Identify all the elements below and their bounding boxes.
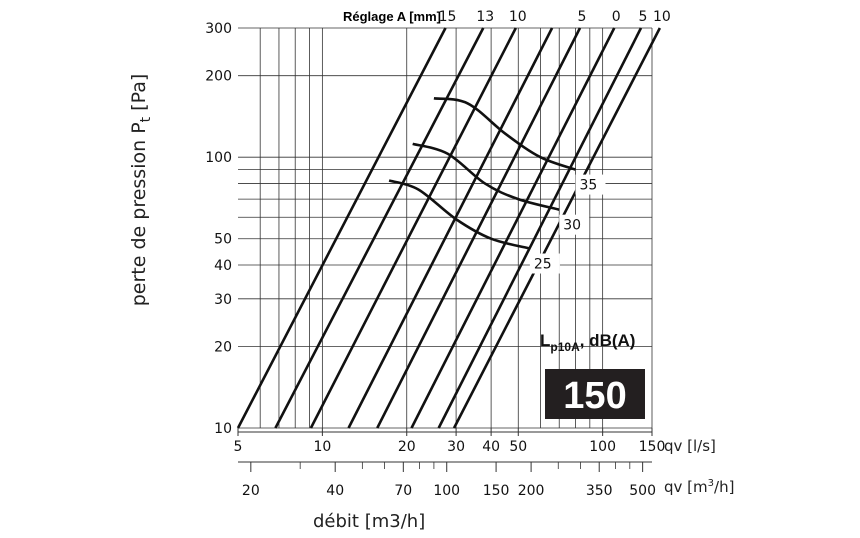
x-axis-1-tick-label: 40 [482,439,500,455]
x-axis-1-tick-label: 100 [589,439,616,455]
x-axis-1-tick-label: 10 [313,439,331,455]
damper-line [437,27,643,429]
damper-line [347,27,554,429]
damper-setting-label: 5 [578,9,587,25]
y-axis-title-unit: [Pa] [128,74,150,117]
damper-line [376,27,582,429]
size-badge-text: 150 [563,375,626,417]
damper-setting-label: 13 [476,9,494,25]
noise-label-bg [529,253,560,274]
x-axis-1-unit: qv [l/s] [664,437,716,455]
damper-setting-label: 5 [639,9,648,25]
damper-setting-label: 10 [509,9,527,25]
x-axis-2-tick-label: 100 [433,483,460,499]
y-tick-label: 30 [214,292,232,308]
noise-label-bg [575,174,606,195]
noise-curves: 35 30 25 [388,97,606,274]
x-axis-2-tick-label: 40 [326,483,344,499]
y-tick-label: 20 [214,339,232,355]
damper-setting-label: 0 [612,9,621,25]
y-tick-label: 200 [205,69,232,85]
damper-line [274,27,485,429]
damper-setting-lines: 15 13 10 5 0 5 10 [236,9,671,429]
damper-line [236,27,447,429]
damper-setting-label: 15 [439,9,457,25]
grid [238,27,653,429]
x-axis-1-tick-label: 5 [234,439,243,455]
x-axis-1-tick-label: 30 [447,439,465,455]
damper-line [410,27,616,429]
noise-curve-label: 30 [563,218,581,234]
noise-label-bg [559,214,590,235]
noise-curve [433,97,576,171]
x-axis-1-tick-label: 50 [509,439,527,455]
x-axis-2-tick-label: 20 [242,483,260,499]
y-tick-label: 10 [214,421,232,437]
y-tick-label: 300 [205,21,232,37]
y-tick-label: 100 [205,150,232,166]
y-axis-title-main: perte de pression P [128,122,150,306]
axis-labels: Réglage A [mm] perte de pression Pt [Pa]… [128,9,734,532]
damper-line [309,27,517,429]
noise-curve [388,179,531,250]
noise-curve [412,142,560,211]
y-tick-label: 50 [214,232,232,248]
x-axis-2-tick-label: 70 [394,483,412,499]
noise-curve-label: 25 [534,257,552,273]
size-badge-box [545,369,645,419]
x-axis-1-tick-label: 150 [639,439,666,455]
x-axis-2-tick-label: 500 [629,483,656,499]
x-axis-2-tick-label: 350 [586,483,613,499]
noise-level-label: Lp10A, dB(A) [540,331,635,354]
y-axis-title-sub: t [138,116,154,122]
y-axis-title: perte de pression Pt [Pa] [128,74,154,307]
x-axis-1-tick-label: 20 [398,439,416,455]
x-axis-bottom-title: débit [m3/h] [313,511,425,532]
damper-line [452,27,662,429]
damper-setting-label: 10 [653,9,671,25]
noise-curve-label: 35 [579,178,597,194]
x-axis-2-unit: qv [m3/h] [664,478,734,496]
x-axis-2-tick-label: 200 [518,483,545,499]
y-tick-label: 40 [214,258,232,274]
top-scale-label: Réglage A [mm] [343,9,441,24]
x-axis-2-tick-label: 150 [483,483,510,499]
